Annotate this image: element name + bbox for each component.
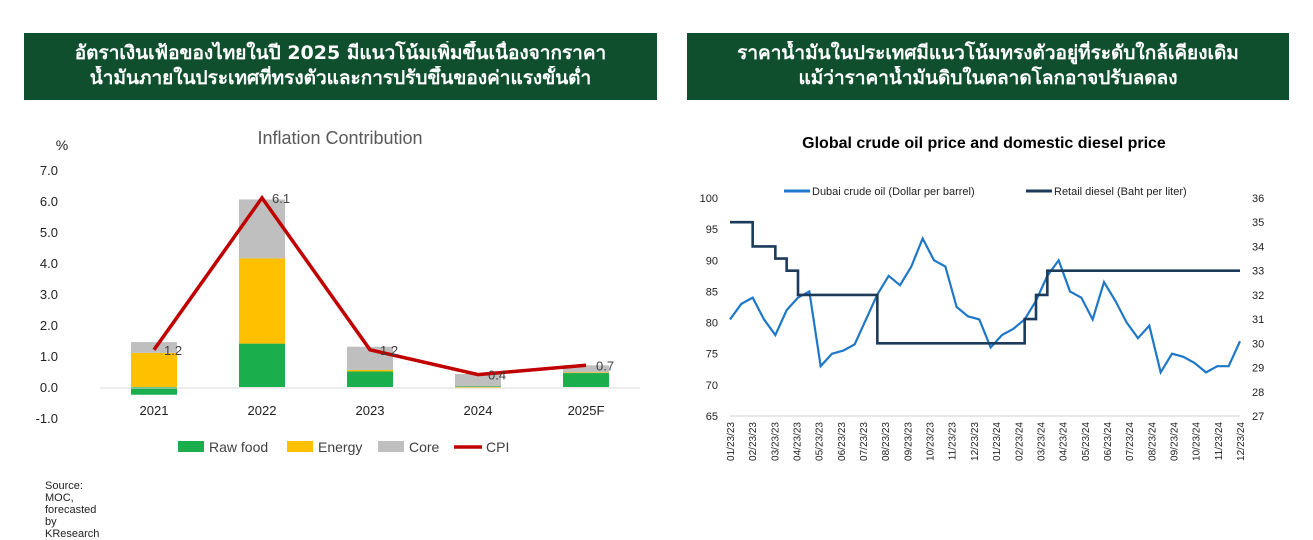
left-source-note: Source: MOC, forecasted by KResearch: [45, 480, 100, 540]
cpi-data-label: 0.7: [596, 358, 614, 373]
oil-x-label: 04/23/24: [1059, 422, 1070, 461]
oil-x-label: 09/23/23: [903, 422, 914, 461]
oil-y-left-tick: 90: [706, 255, 718, 267]
oil-y-right-tick: 30: [1252, 338, 1264, 350]
bar-segment-raw-food: [563, 373, 609, 387]
inflation-y-tick: 2.0: [40, 318, 58, 333]
right-header-line-2: แม้ว่าราคาน้ำมันดิบในตลาดโลกอาจปรับลดลง: [798, 67, 1178, 89]
oil-x-label: 08/23/24: [1147, 422, 1158, 461]
oil-x-label: 08/23/23: [881, 422, 892, 461]
legend-dubai-label: Dubai crude oil (Dollar per barrel): [812, 186, 975, 198]
inflation-x-label: 2025F: [568, 403, 605, 418]
cpi-line: [152, 194, 587, 377]
inflation-x-label: 2021: [140, 403, 169, 418]
bar-segment-energy: [563, 372, 609, 374]
oil-x-label: 05/23/23: [815, 422, 826, 461]
oil-x-label: 01/23/24: [992, 422, 1003, 461]
right-header-banner: ราคาน้ำมันในประเทศมีแนวโน้มทรงตัวอยู่ที่…: [687, 33, 1289, 100]
inflation-chart-title: Inflation Contribution: [257, 128, 422, 148]
bar-segment-raw-food: [347, 371, 393, 387]
bar-segment-core: [563, 365, 609, 373]
inflation-y-tick: 1.0: [40, 349, 58, 364]
inflation-x-label: 2022: [248, 403, 277, 418]
legend-diesel-label: Retail diesel (Baht per liter): [1054, 186, 1187, 198]
bar-segment-energy: [347, 369, 393, 372]
legend-cpi-label: CPI: [486, 439, 509, 455]
bar-segment-core: [239, 199, 285, 259]
oil-x-label: 07/23/23: [859, 422, 870, 461]
inflation-contribution-chart: Inflation Contribution % 7.0 6.0 5.0 4.0 3.0…: [36, 128, 640, 455]
legend-core-label: Core: [409, 439, 440, 455]
cpi-data-label: 1.2: [164, 343, 182, 358]
left-header-banner: อัตราเงินเฟ้อของไทยในปี 2025 มีแนวโน้มเพ…: [24, 33, 657, 100]
oil-y-left-tick: 70: [706, 380, 718, 392]
oil-y-right-tick: 28: [1252, 387, 1264, 399]
legend-raw-food-label: Raw food: [209, 439, 268, 455]
oil-y-right-tick: 34: [1252, 241, 1264, 253]
oil-x-label: 02/23/24: [1014, 422, 1025, 461]
inflation-x-label: 2024: [464, 403, 493, 418]
oil-x-label: 11/23/23: [948, 422, 959, 461]
left-header-line-2: น้ำมันภายในประเทศที่ทรงตัวและการปรับขึ้น…: [89, 67, 592, 89]
oil-y-right-tick: 29: [1252, 363, 1264, 375]
cpi-data-label: 6.1: [272, 191, 290, 206]
bar-segment-energy: [239, 258, 285, 344]
oil-x-label: 12/23/24: [1236, 422, 1247, 461]
oil-chart-title: Global crude oil price and domestic dies…: [802, 135, 1166, 152]
oil-x-label: 12/23/23: [970, 422, 981, 461]
inflation-y-tick: 3.0: [40, 287, 58, 302]
bar-segment-raw-food: [239, 343, 285, 387]
legend-core-swatch: [378, 441, 404, 452]
oil-x-label: 11/23/24: [1214, 422, 1225, 461]
oil-x-label: 10/23/24: [1192, 422, 1203, 461]
left-header-line-1: อัตราเงินเฟ้อของไทยในปี 2025 มีแนวโน้มเพ…: [74, 42, 607, 64]
oil-y-left-tick: 80: [706, 318, 718, 330]
oil-y-left-tick: 75: [706, 349, 718, 361]
oil-y-right-tick: 35: [1252, 217, 1264, 229]
oil-y-left-tick: 85: [706, 286, 718, 298]
oil-y-left-tick: 95: [706, 224, 718, 236]
legend-raw-food-swatch: [178, 441, 204, 452]
dubai-crude-line: [729, 235, 1242, 376]
oil-y-left-tick: 65: [706, 411, 718, 423]
bar-segment-core: [455, 373, 501, 387]
inflation-y-tick: 0.0: [40, 380, 58, 395]
inflation-y-tick: -1.0: [36, 411, 58, 426]
inflation-x-label: 2023: [356, 403, 385, 418]
oil-price-chart: Global crude oil price and domestic dies…: [700, 135, 1265, 461]
oil-x-label: 06/23/24: [1103, 422, 1114, 461]
legend-energy-swatch: [287, 441, 313, 452]
oil-x-label: 09/23/24: [1169, 422, 1180, 461]
inflation-y-tick: 4.0: [40, 256, 58, 271]
bar-segment-raw-food: [131, 387, 177, 395]
oil-x-label: 06/23/23: [837, 422, 848, 461]
oil-x-label: 02/23/23: [748, 422, 759, 461]
right-header-line-1: ราคาน้ำมันในประเทศมีแนวโน้มทรงตัวอยู่ที่…: [737, 42, 1239, 64]
oil-y-right-tick: 32: [1252, 290, 1264, 302]
cpi-data-label: 1.2: [380, 343, 398, 358]
oil-y-left-tick: 100: [700, 193, 718, 205]
oil-x-label: 07/23/24: [1125, 422, 1136, 461]
oil-x-label: 04/23/23: [793, 422, 804, 461]
cpi-data-label: 0.4: [488, 368, 506, 383]
oil-y-right-tick: 27: [1252, 411, 1264, 423]
oil-y-right-tick: 36: [1252, 193, 1264, 205]
oil-x-label: 10/23/23: [926, 422, 937, 461]
bar-segment-raw-food: [455, 386, 501, 387]
oil-x-label: 03/23/23: [770, 422, 781, 461]
oil-y-right-tick: 33: [1252, 266, 1264, 278]
retail-diesel-line: [730, 220, 1240, 345]
inflation-y-tick: 5.0: [40, 225, 58, 240]
inflation-y-tick: 7.0: [40, 163, 58, 178]
inflation-y-axis-label: %: [56, 137, 68, 153]
oil-y-right-tick: 31: [1252, 314, 1264, 326]
inflation-y-tick: 6.0: [40, 194, 58, 209]
oil-x-label: 05/23/24: [1081, 422, 1092, 461]
oil-x-label: 03/23/24: [1036, 422, 1047, 461]
legend-energy-label: Energy: [318, 439, 362, 455]
bar-segment-energy: [131, 352, 177, 387]
oil-x-label: 01/23/23: [726, 422, 737, 461]
